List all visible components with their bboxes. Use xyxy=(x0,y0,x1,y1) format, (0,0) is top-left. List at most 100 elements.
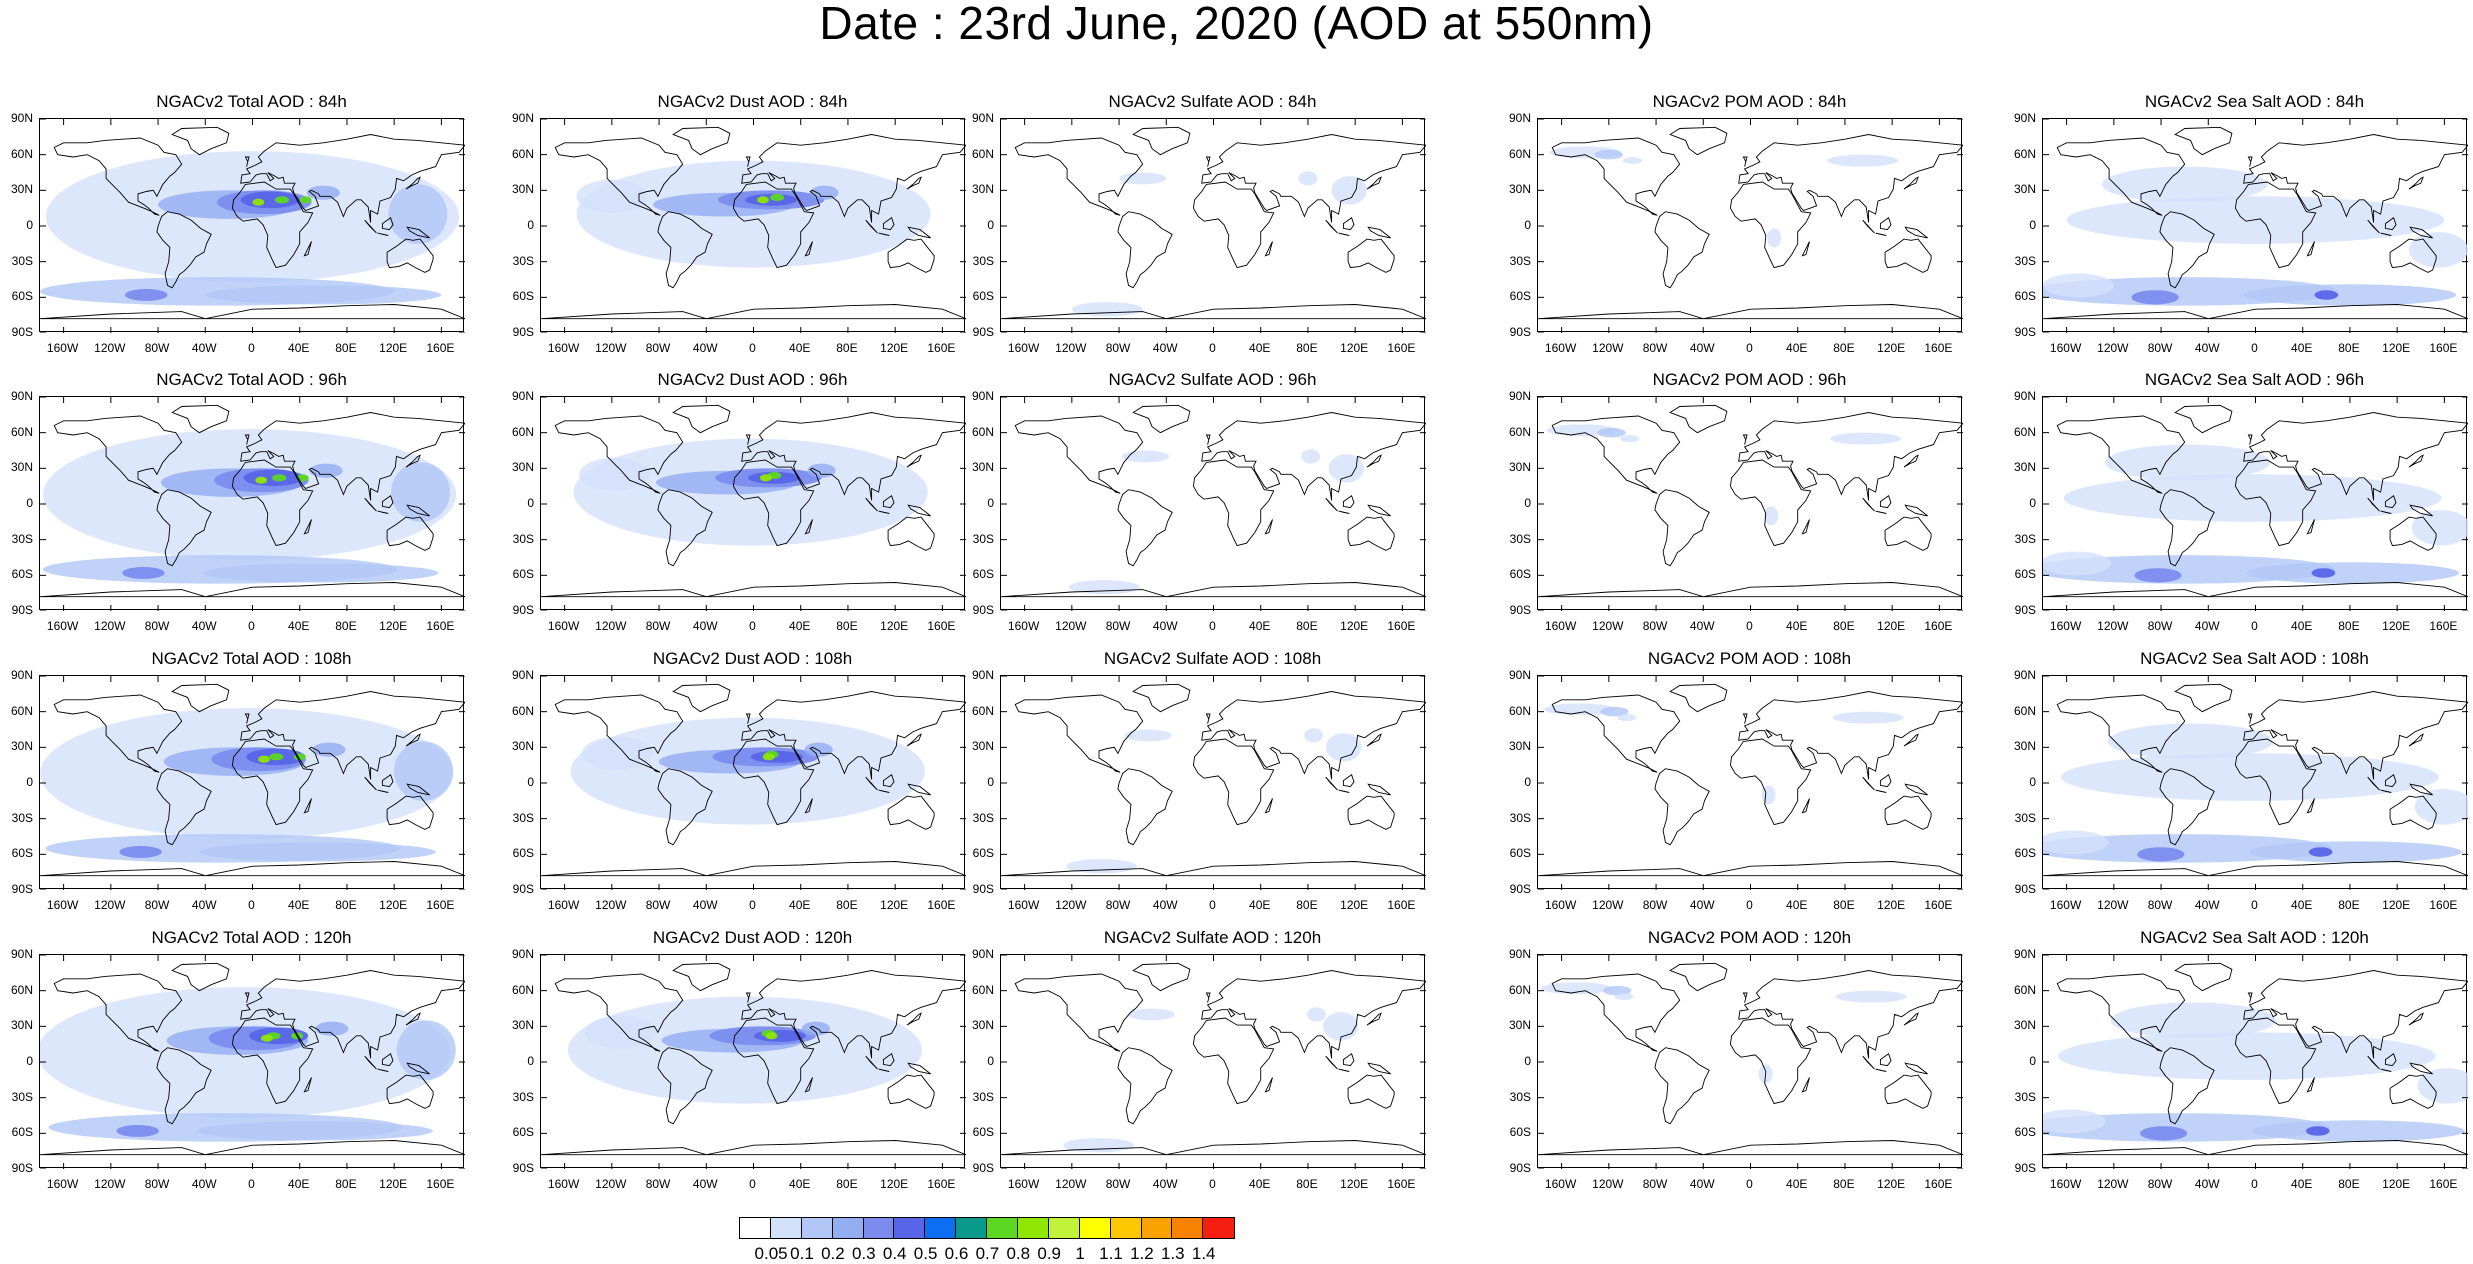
coastline xyxy=(2043,583,2468,597)
aerosol-plume xyxy=(2043,552,2111,576)
lat-label: 90S xyxy=(0,603,33,617)
lat-label: 60S xyxy=(0,846,33,860)
coastline xyxy=(2307,242,2314,256)
lon-label: 40E xyxy=(2280,898,2324,912)
lat-label: 0 xyxy=(500,775,534,789)
map-panel-sulfate xyxy=(1000,396,1425,610)
coastline xyxy=(1193,739,1273,825)
world-map xyxy=(2043,955,2468,1169)
lon-label: 40E xyxy=(2280,619,2324,633)
aerosol-plume xyxy=(805,743,833,757)
lon-label: 0 xyxy=(1191,1177,1235,1191)
lon-label: 160W xyxy=(2044,619,2088,633)
coastline xyxy=(1538,1141,1963,1155)
aerosol-plume xyxy=(391,462,450,521)
lon-label: 80E xyxy=(825,898,869,912)
lat-label: 60S xyxy=(960,1125,994,1139)
world-map xyxy=(40,119,465,333)
aerosol-plume xyxy=(1615,993,1634,1000)
aerosol-plume xyxy=(125,289,168,301)
lon-label: 160E xyxy=(2421,341,2465,355)
coastline xyxy=(1670,405,1727,432)
lon-label: 120E xyxy=(371,1177,415,1191)
coastline xyxy=(1367,455,1381,467)
aerosol-plume xyxy=(2137,847,2184,861)
colorbar-swatch xyxy=(1172,1218,1203,1238)
coastline xyxy=(1739,413,1963,501)
coastline xyxy=(1743,993,1747,1003)
lon-label: 80E xyxy=(324,898,368,912)
aerosol-plume xyxy=(2409,232,2468,268)
coastline xyxy=(1206,157,1210,167)
lat-label: 0 xyxy=(2002,775,2036,789)
map-panel-sulfate xyxy=(1000,954,1425,1168)
lat-label: 30N xyxy=(0,1018,33,1032)
lon-label: 40E xyxy=(1775,341,1819,355)
lon-label: 160E xyxy=(2421,1177,2465,1191)
lat-label: 90S xyxy=(0,325,33,339)
lon-label: 0 xyxy=(731,898,775,912)
lon-label: 80W xyxy=(135,619,179,633)
aerosol-plume xyxy=(253,199,265,206)
coastline xyxy=(1343,496,1354,508)
lat-label: 30S xyxy=(960,811,994,825)
lon-label: 80E xyxy=(2327,619,2371,633)
coastline xyxy=(1193,460,1273,546)
lat-label: 0 xyxy=(1497,218,1531,232)
lat-label: 30N xyxy=(0,182,33,196)
coastline xyxy=(1348,239,1394,272)
lat-label: 30S xyxy=(0,254,33,268)
lon-label: 160W xyxy=(41,1177,85,1191)
coastline xyxy=(1133,405,1190,432)
lon-label: 160E xyxy=(919,619,963,633)
lat-label: 0 xyxy=(1497,1054,1531,1068)
world-map xyxy=(1538,119,1963,333)
lat-label: 30N xyxy=(2002,739,2036,753)
lon-label: 80E xyxy=(1285,341,1329,355)
lat-label: 60N xyxy=(1497,147,1531,161)
aerosol-plume xyxy=(1069,580,1140,594)
colorbar-label: 1.4 xyxy=(1184,1244,1224,1264)
coastline xyxy=(1193,1018,1273,1104)
lon-label: 120E xyxy=(872,341,916,355)
lon-label: 120E xyxy=(872,1177,916,1191)
lon-label: 160W xyxy=(41,619,85,633)
lon-label: 120W xyxy=(88,898,132,912)
lat-label: 90S xyxy=(960,882,994,896)
panel-title: NGACv2 Dust AOD : 96h xyxy=(533,370,973,390)
lat-label: 90S xyxy=(500,882,534,896)
coastline xyxy=(2043,862,2468,876)
coastline xyxy=(40,862,465,876)
coastline xyxy=(1339,233,1350,235)
lon-label: 160W xyxy=(542,898,586,912)
coastline xyxy=(1015,695,1142,772)
lat-label: 30N xyxy=(960,739,994,753)
coastline xyxy=(907,734,921,746)
lat-label: 60S xyxy=(0,1125,33,1139)
lat-label: 60S xyxy=(1497,289,1531,303)
lat-label: 0 xyxy=(0,775,33,789)
coastline xyxy=(1133,963,1190,990)
coastline xyxy=(1348,796,1394,829)
lon-label: 120E xyxy=(2374,898,2418,912)
aerosol-plume xyxy=(269,753,283,760)
aerosol-plume xyxy=(258,756,270,763)
lat-label: 60N xyxy=(2002,983,2036,997)
lat-label: 0 xyxy=(960,775,994,789)
coastline xyxy=(1367,177,1381,189)
lon-label: 40E xyxy=(778,898,822,912)
lon-label: 120W xyxy=(88,1177,132,1191)
aerosol-plume xyxy=(388,184,447,243)
panel-title: NGACv2 POM AOD : 84h xyxy=(1530,92,1970,112)
lon-label: 80E xyxy=(1822,1177,1866,1191)
coastline xyxy=(1265,1078,1272,1092)
world-map xyxy=(1001,955,1426,1169)
coastline xyxy=(541,1141,966,1155)
coastline xyxy=(1265,799,1272,813)
lon-label: 40E xyxy=(778,619,822,633)
lat-label: 90N xyxy=(960,668,994,682)
aerosol-plume xyxy=(197,1121,433,1140)
panel-title: NGACv2 Sea Salt AOD : 96h xyxy=(2035,370,2473,390)
aerosol-plume xyxy=(2312,568,2336,578)
coastline xyxy=(541,305,966,319)
